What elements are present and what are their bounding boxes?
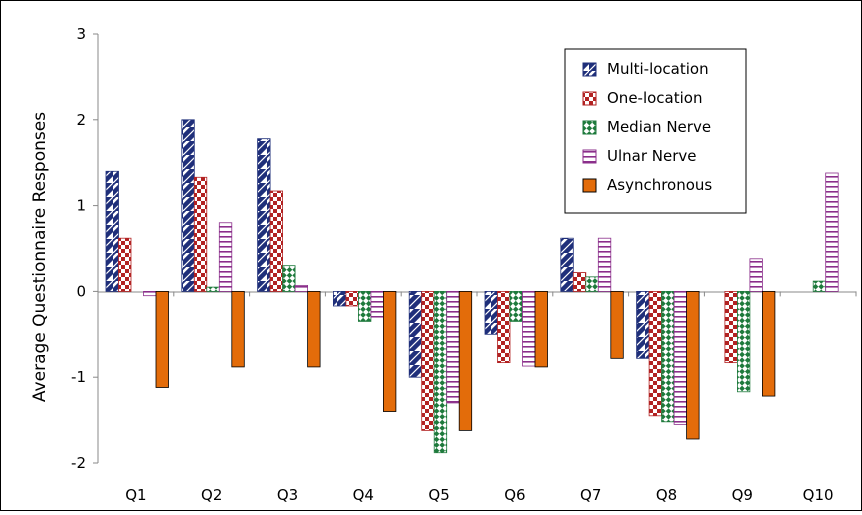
bar-asynchronous (686, 290, 700, 440)
bar-one-location (648, 290, 662, 417)
bar-asynchronous (382, 290, 397, 412)
bar-median-nerve (206, 286, 220, 292)
legend: Multi-location One-location Median Nerve Ul… (564, 48, 747, 214)
bar-one-location (193, 176, 208, 292)
bar-one-location (572, 272, 587, 292)
bar-ulnar-nerve (673, 290, 687, 425)
legend-swatch (582, 62, 597, 77)
bar-median-nerve (433, 290, 448, 454)
x-tick-label: Q4 (353, 486, 374, 504)
x-tick-label: Q1 (125, 486, 146, 504)
bar-multi-location (560, 237, 574, 292)
x-tick-label: Q7 (580, 486, 601, 504)
bar-median-nerve (282, 265, 296, 292)
bar-ulnar-nerve (825, 172, 839, 292)
bar-multi-location (257, 138, 271, 292)
bar-ulnar-nerve (522, 290, 536, 367)
legend-swatch (582, 149, 597, 164)
y-axis-title: Average Questionnaire Responses (30, 112, 50, 402)
legend-swatch (582, 178, 597, 193)
legend-label: Ulnar Nerve (607, 147, 697, 165)
bar-one-location (497, 290, 511, 364)
bar-median-nerve (661, 290, 675, 423)
y-tick-label: 3 (76, 25, 86, 43)
bar-multi-location (636, 290, 650, 359)
legend-swatch (582, 120, 597, 135)
legend-label: Asynchronous (607, 176, 712, 194)
bar-ulnar-nerve (370, 290, 384, 318)
x-tick-label: Q6 (504, 486, 525, 504)
bar-asynchronous (762, 290, 776, 397)
bar-asynchronous (610, 290, 624, 359)
bar-one-location (724, 290, 738, 364)
bar-multi-location (484, 290, 498, 335)
y-tick-label: -2 (71, 454, 86, 472)
bar-asynchronous (307, 290, 321, 368)
bar-one-location (118, 237, 132, 292)
bar-asynchronous (155, 290, 169, 388)
y-axis-ticks: 3 2 1 0 -1 -2 (71, 25, 98, 472)
y-tick-label: 0 (76, 282, 86, 300)
bar-ulnar-nerve (294, 284, 309, 292)
bar-median-nerve (737, 290, 751, 393)
bar-median-nerve (812, 280, 827, 292)
bar-median-nerve (585, 276, 599, 292)
bar-median-nerve (357, 290, 372, 322)
y-tick-label: 2 (76, 111, 86, 129)
bar-asynchronous (231, 290, 245, 368)
bar-ulnar-nerve (446, 290, 460, 404)
legend-label: One-location (607, 89, 702, 107)
x-tick-label: Q3 (277, 486, 298, 504)
x-tick-label: Q2 (201, 486, 222, 504)
bar-one-location (421, 290, 435, 431)
bar-ulnar-nerve (143, 290, 157, 297)
legend-label: Median Nerve (607, 118, 711, 136)
bar-asynchronous (534, 290, 548, 368)
bar-asynchronous (458, 290, 473, 431)
x-tick-label: Q8 (656, 486, 677, 504)
bar-ulnar-nerve (218, 222, 233, 292)
legend-label: Multi-location (607, 60, 709, 78)
x-tick-label: Q9 (732, 486, 753, 504)
bar-multi-location (181, 119, 195, 292)
bar-ulnar-nerve (597, 237, 612, 292)
x-axis-ticks: Q1 Q2 Q3 Q4 Q5 Q6 Q7 Q8 Q9 Q10 (97, 291, 857, 504)
legend-swatch (582, 91, 597, 106)
bar-series-group (105, 119, 839, 454)
y-tick-label: -1 (71, 368, 86, 386)
x-tick-label: Q10 (803, 486, 834, 504)
bar-multi-location (105, 170, 119, 292)
bar-multi-location (408, 290, 423, 378)
bar-multi-location (332, 290, 347, 307)
bar-one-location (345, 290, 359, 307)
x-tick-label: Q5 (428, 486, 449, 504)
bar-median-nerve (509, 290, 523, 322)
bar-one-location (269, 190, 284, 292)
y-tick-label: 1 (76, 197, 86, 215)
bar-ulnar-nerve (749, 258, 763, 292)
